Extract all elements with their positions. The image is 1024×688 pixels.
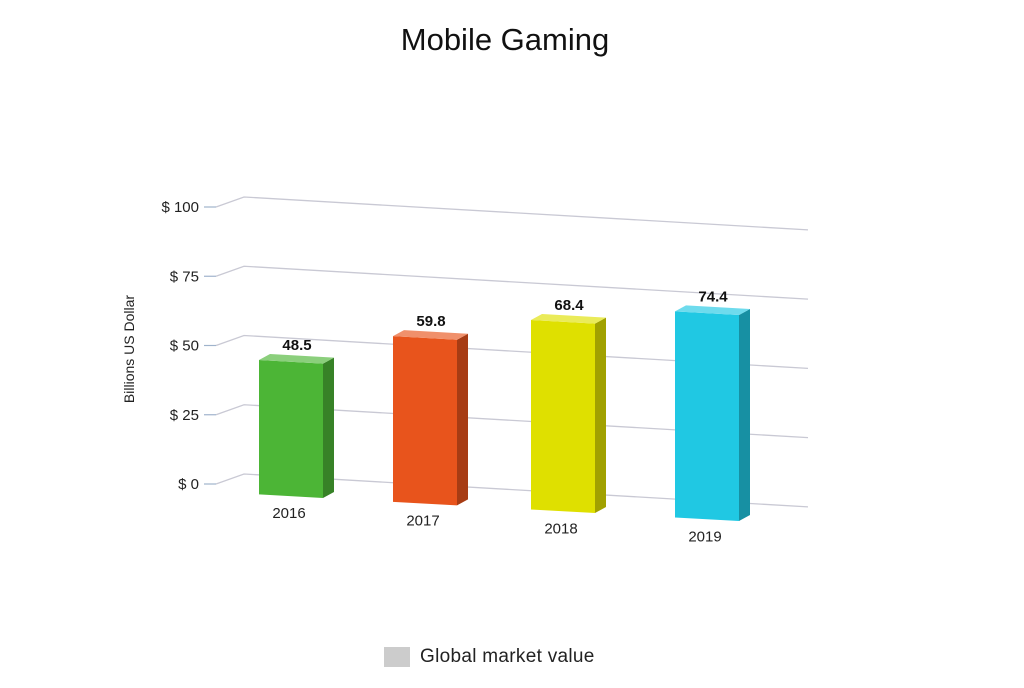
data-label: 59.8 [416, 313, 445, 330]
gridline [215, 473, 809, 508]
bars [259, 305, 750, 522]
bar-side-face [457, 333, 468, 506]
bar-top-face [531, 314, 606, 324]
bar-top-face [393, 330, 468, 340]
y-tick-label: $ 50 [170, 338, 199, 355]
gridline [215, 265, 809, 300]
bar-side-face [323, 357, 334, 498]
y-tick-label: $ 100 [161, 199, 199, 216]
data-labels: 48.5 59.8 68.4 74.4 [282, 288, 728, 354]
data-label: 74.4 [698, 288, 728, 305]
bar [531, 314, 606, 514]
bar-top-face [259, 354, 334, 364]
bar [675, 305, 750, 522]
bar [393, 330, 468, 506]
bar-front-face [675, 311, 739, 522]
y-tick-label: $ 0 [178, 476, 199, 493]
y-axis-label: Billions US Dollar [121, 294, 137, 404]
y-tick-label: $ 75 [170, 268, 199, 285]
bar-top-face [675, 305, 750, 315]
y-tick-label: $ 25 [170, 407, 199, 424]
gridline [215, 334, 809, 370]
bar-front-face [393, 336, 457, 506]
bar-front-face [259, 360, 323, 498]
bar-side-face [595, 317, 606, 514]
x-axis-ticks: 2016 2017 2018 2019 [272, 505, 721, 545]
gridline [215, 404, 809, 439]
legend-swatch [384, 647, 410, 667]
legend-label: Global market value [420, 646, 595, 667]
data-label: 68.4 [554, 297, 584, 314]
chart-title: Mobile Gaming [400, 22, 610, 57]
y-axis-ticks: $ 0 $ 25 $ 50 $ 75 $ 100 [161, 199, 216, 493]
bar-side-face [739, 308, 750, 522]
x-tick-label: 2018 [544, 520, 577, 537]
bar-front-face [531, 320, 595, 514]
data-label: 48.5 [282, 337, 311, 354]
legend[interactable]: Global market value [384, 646, 595, 668]
bar [259, 354, 334, 498]
x-tick-label: 2016 [272, 505, 305, 522]
gridline [215, 196, 809, 231]
x-tick-label: 2017 [406, 513, 439, 530]
x-tick-label: 2019 [688, 528, 721, 545]
gridlines [215, 196, 809, 508]
